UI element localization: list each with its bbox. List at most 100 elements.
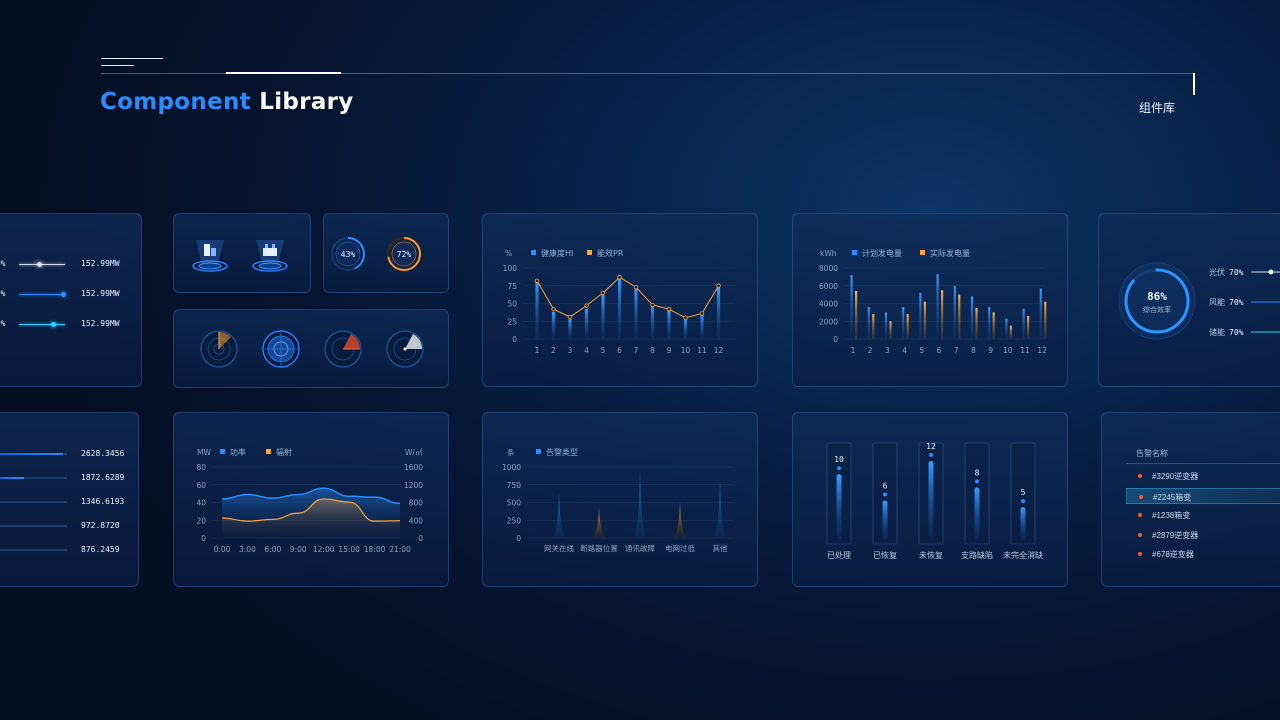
alarm-list-item[interactable]: #2879逆变器 xyxy=(1126,527,1280,543)
value-bar-track xyxy=(0,501,67,503)
health-pr-line xyxy=(536,276,719,319)
efficiency-gauge-arc xyxy=(1124,268,1190,334)
alarm-list-item[interactable]: #1238箱变 xyxy=(1126,507,1280,523)
x-tick-label: 0:00 xyxy=(214,545,231,554)
value-bar-label: 972.8720 xyxy=(81,521,120,530)
value-bar-track xyxy=(0,549,67,551)
health-bar xyxy=(650,304,655,339)
x-tick-label: 3:00 xyxy=(239,545,256,554)
y-tick-label: 100 xyxy=(503,264,518,273)
health-pr-point xyxy=(666,306,672,312)
ring-gauge-1-value: 43% xyxy=(341,250,356,259)
x-tick-label: 5 xyxy=(919,346,924,355)
alarm-list-text: #3290逆变器 xyxy=(1152,472,1199,481)
header-decor-line-short2 xyxy=(101,65,134,66)
x-tick-label: 3 xyxy=(885,346,890,355)
energy-legend-swatch-2 xyxy=(920,250,925,255)
area-chart-card: MW 功率 辐射 W/㎡ 80 60 40 20 0 1600 1200 800 400 0 0:… xyxy=(173,412,449,587)
alarm-list-dot xyxy=(1138,513,1142,517)
flow-pct: 70% xyxy=(0,319,6,328)
y-tick-label: 0 xyxy=(516,534,521,543)
x-tick-label: 15:00 xyxy=(338,545,360,554)
alarm-type-chart: 条 告警类型 1000 750 500 250 0 网关在线 断路器位置 通讯故障 电网过低 其… xyxy=(502,447,733,553)
health-bar xyxy=(700,314,704,339)
page-title-part2: Library xyxy=(259,89,354,115)
x-tick-label: 9:00 xyxy=(290,545,307,554)
value-bar-track xyxy=(0,477,67,479)
ring-gauge-2-value: 72% xyxy=(397,250,412,259)
factory-icon[interactable] xyxy=(252,240,288,272)
building-icon[interactable] xyxy=(192,240,228,272)
y-tick-label: 0 xyxy=(201,534,206,543)
rings-card: 43% 72% xyxy=(323,213,449,293)
alarm-list-item[interactable]: #2245箱变 xyxy=(1126,487,1280,504)
x-tick-label: 5 xyxy=(601,346,606,355)
area-unit-left: MW xyxy=(197,448,211,457)
energy-bar-plan xyxy=(1022,308,1025,339)
alarm-list-text: #2879逆变器 xyxy=(1152,530,1199,540)
status-column-dot xyxy=(837,466,841,471)
y-tick-label: 0 xyxy=(833,335,838,344)
y-tick-label: 1000 xyxy=(502,463,521,472)
area-legend-swatch-1 xyxy=(220,449,225,454)
flow-value: 152.99MW xyxy=(81,259,120,268)
health-bar xyxy=(584,309,589,339)
status-column-dot xyxy=(883,492,887,497)
health-legend-2: 能效PR xyxy=(597,248,624,258)
x-tick-label: 7 xyxy=(634,346,639,355)
status-column-value: 6 xyxy=(883,482,888,491)
x-tick-label: 9 xyxy=(988,346,993,355)
health-bar xyxy=(535,282,539,339)
alarm-list-card: 告警名称 #3290逆变器 #2245箱变 #1238箱变 #2879逆变器 #678逆… xyxy=(1101,412,1280,587)
y-right-tick-label: 1200 xyxy=(404,481,423,490)
energy-bar-actual xyxy=(992,312,995,339)
efficiency-item-dot xyxy=(1268,269,1274,275)
efficiency-svg: 86% 综合效率 光伏 70% 风能 70% 储能 70% xyxy=(1118,262,1280,340)
efficiency-item-pct: 70% xyxy=(1229,328,1244,337)
x-tick-label: 8 xyxy=(971,346,976,355)
energy-bar-actual xyxy=(958,294,961,339)
health-legend-1: 健康度HI xyxy=(541,248,573,258)
flow-track xyxy=(19,264,65,265)
radar-blue-icon xyxy=(262,330,300,368)
status-column-label: 已恢复 xyxy=(873,550,897,560)
y-tick-label: 2000 xyxy=(819,317,838,326)
radiation-area xyxy=(222,498,400,538)
status-column-bar xyxy=(882,500,888,540)
y-tick-label: 250 xyxy=(507,516,522,525)
alarm-legend: 告警类型 xyxy=(546,447,578,457)
alarm-spike xyxy=(673,501,687,538)
x-tick-label: 断路器位置 xyxy=(580,543,618,553)
alarm-type-card: 条 告警类型 1000 750 500 250 0 网关在线 断路器位置 通讯故障 电网过低 其… xyxy=(482,412,758,587)
health-pr-point xyxy=(633,284,639,290)
y-tick-label: 4000 xyxy=(819,300,838,309)
x-tick-label: 2 xyxy=(551,346,556,355)
energy-bar-actual xyxy=(906,314,909,339)
x-tick-label: 7 xyxy=(954,346,959,355)
efficiency-item-name: 储能 xyxy=(1209,327,1225,337)
value-bar-fill xyxy=(0,477,25,479)
status-column-bar xyxy=(1020,507,1026,540)
flow-pct: 70% xyxy=(0,289,6,298)
y-right-tick-label: 400 xyxy=(409,516,424,525)
health-legend-swatch-2 xyxy=(587,250,592,255)
y-right-tick-label: 0 xyxy=(418,534,423,543)
health-unit: % xyxy=(505,249,512,258)
area-legend-1: 功率 xyxy=(230,447,246,457)
status-column-bar xyxy=(928,461,934,540)
alarm-spike xyxy=(633,472,647,538)
efficiency-item-name: 风能 xyxy=(1209,297,1225,307)
radiation-line xyxy=(221,498,401,522)
value-bar-fill xyxy=(0,453,64,455)
alarm-spike xyxy=(552,492,566,538)
health-bar xyxy=(716,287,721,339)
status-column-label: 未完全消缺 xyxy=(1003,550,1043,560)
status-column-dot xyxy=(929,453,933,457)
alarm-list-item[interactable]: #3290逆变器 xyxy=(1126,468,1280,484)
x-tick-label: 9 xyxy=(667,346,672,355)
energy-bar-plan xyxy=(970,296,974,339)
status-column-dot xyxy=(1021,499,1025,504)
flow-pct: 70% xyxy=(0,259,6,268)
alarm-list-item[interactable]: #678逆变器 xyxy=(1126,546,1280,562)
alarm-legend-swatch xyxy=(536,449,541,454)
